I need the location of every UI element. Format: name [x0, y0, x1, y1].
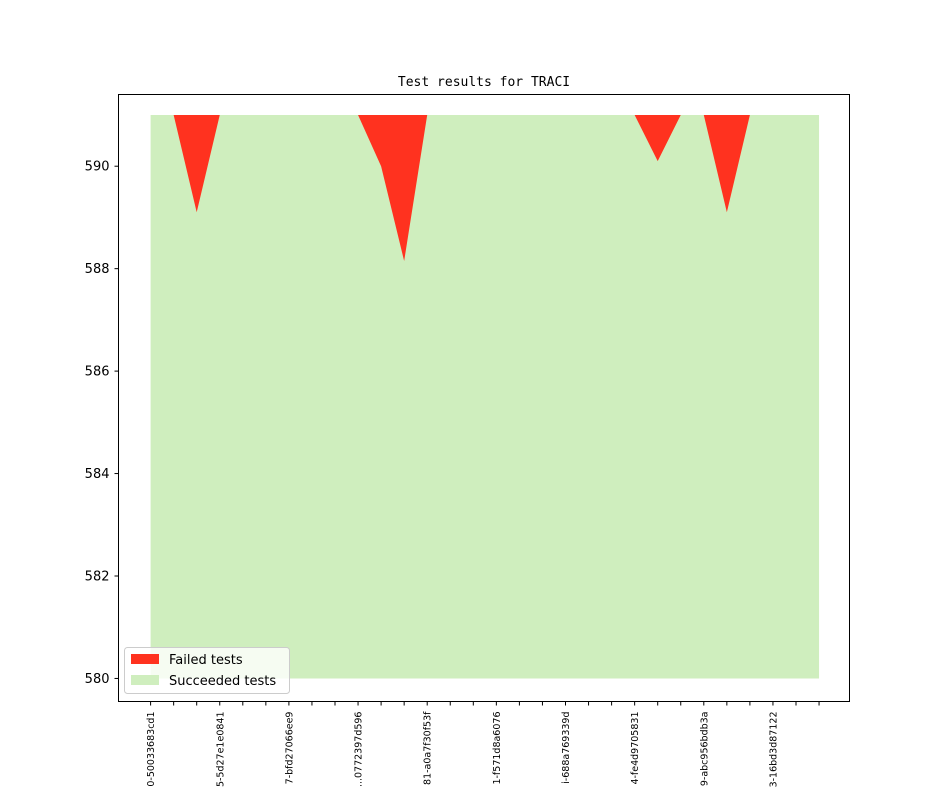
x-tick-label: 5-5d27e1e0841: [215, 712, 226, 788]
x-tick-label: 0-50033683cd1: [146, 712, 157, 787]
legend-label-succeeded-tests: Succeeded tests: [169, 674, 276, 689]
x-tick-label: 3-16bd3d87122: [768, 712, 779, 788]
x-tick-label: 4-fe4d9705831: [630, 712, 641, 785]
x-axis: 0-50033683cd1 5-5d27e1e0841 7-bfd27066ee9.…: [146, 701, 820, 788]
y-tick-label: 584: [85, 467, 110, 482]
axes-frame: [118, 94, 850, 702]
x-tick-label: i-688a769339d: [561, 712, 572, 784]
chart-title: Test results for TRACI: [398, 75, 570, 90]
y-tick-label: 588: [85, 262, 110, 277]
y-tick-label: 580: [85, 672, 110, 687]
y-tick-label: 586: [85, 365, 110, 380]
y-tick-label: 590: [85, 160, 110, 175]
legend-swatch-failed-tests: [131, 654, 159, 664]
series-area-succeeded-tests: [150, 114, 820, 679]
legend-swatch-succeeded-tests: [131, 675, 159, 685]
series-areas: [150, 114, 820, 679]
x-tick-label: 1-f571d8a6076: [492, 712, 503, 785]
x-tick-label: ...0772397d596: [354, 712, 365, 788]
y-tick-label: 582: [85, 570, 110, 585]
legend-box: [124, 647, 290, 694]
x-tick-label: 7-bfd27066ee9: [284, 712, 295, 785]
x-tick-label: 81-a0a7f30f53f: [423, 711, 434, 785]
legend-label-failed-tests: Failed tests: [169, 653, 243, 668]
legend: Failed tests Succeeded tests: [124, 647, 290, 694]
y-axis: 580 582 584 586 588 590: [85, 160, 119, 687]
x-tick-label: 9-abc956bdb3a: [699, 712, 710, 787]
